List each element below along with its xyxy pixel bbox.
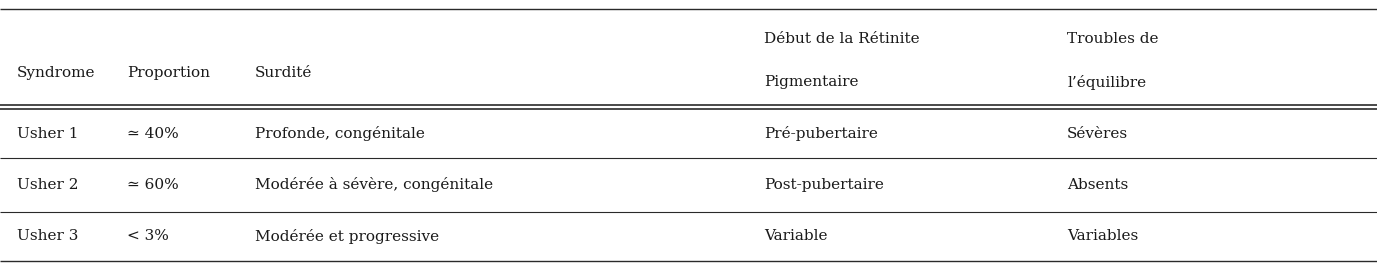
Text: Profonde, congénitale: Profonde, congénitale	[255, 126, 424, 141]
Text: Modérée et progressive: Modérée et progressive	[255, 229, 439, 244]
Text: Troubles de: Troubles de	[1067, 32, 1158, 46]
Text: Syndrome: Syndrome	[17, 66, 95, 80]
Text: Usher 2: Usher 2	[17, 178, 78, 192]
Text: Post-pubertaire: Post-pubertaire	[764, 178, 884, 192]
Text: Pigmentaire: Pigmentaire	[764, 75, 859, 89]
Text: Variables: Variables	[1067, 229, 1139, 243]
Text: Sévères: Sévères	[1067, 127, 1128, 141]
Text: ≃ 60%: ≃ 60%	[127, 178, 179, 192]
Text: Absents: Absents	[1067, 178, 1128, 192]
Text: Modérée à sévère, congénitale: Modérée à sévère, congénitale	[255, 177, 493, 193]
Text: < 3%: < 3%	[127, 229, 168, 243]
Text: Pré-pubertaire: Pré-pubertaire	[764, 126, 879, 141]
Text: Usher 1: Usher 1	[17, 127, 78, 141]
Text: Proportion: Proportion	[127, 66, 209, 80]
Text: Début de la Rétinite: Début de la Rétinite	[764, 32, 920, 46]
Text: l’équilibre: l’équilibre	[1067, 75, 1146, 90]
Text: Variable: Variable	[764, 229, 828, 243]
Text: Surdité: Surdité	[255, 66, 313, 80]
Text: ≃ 40%: ≃ 40%	[127, 127, 179, 141]
Text: Usher 3: Usher 3	[17, 229, 78, 243]
